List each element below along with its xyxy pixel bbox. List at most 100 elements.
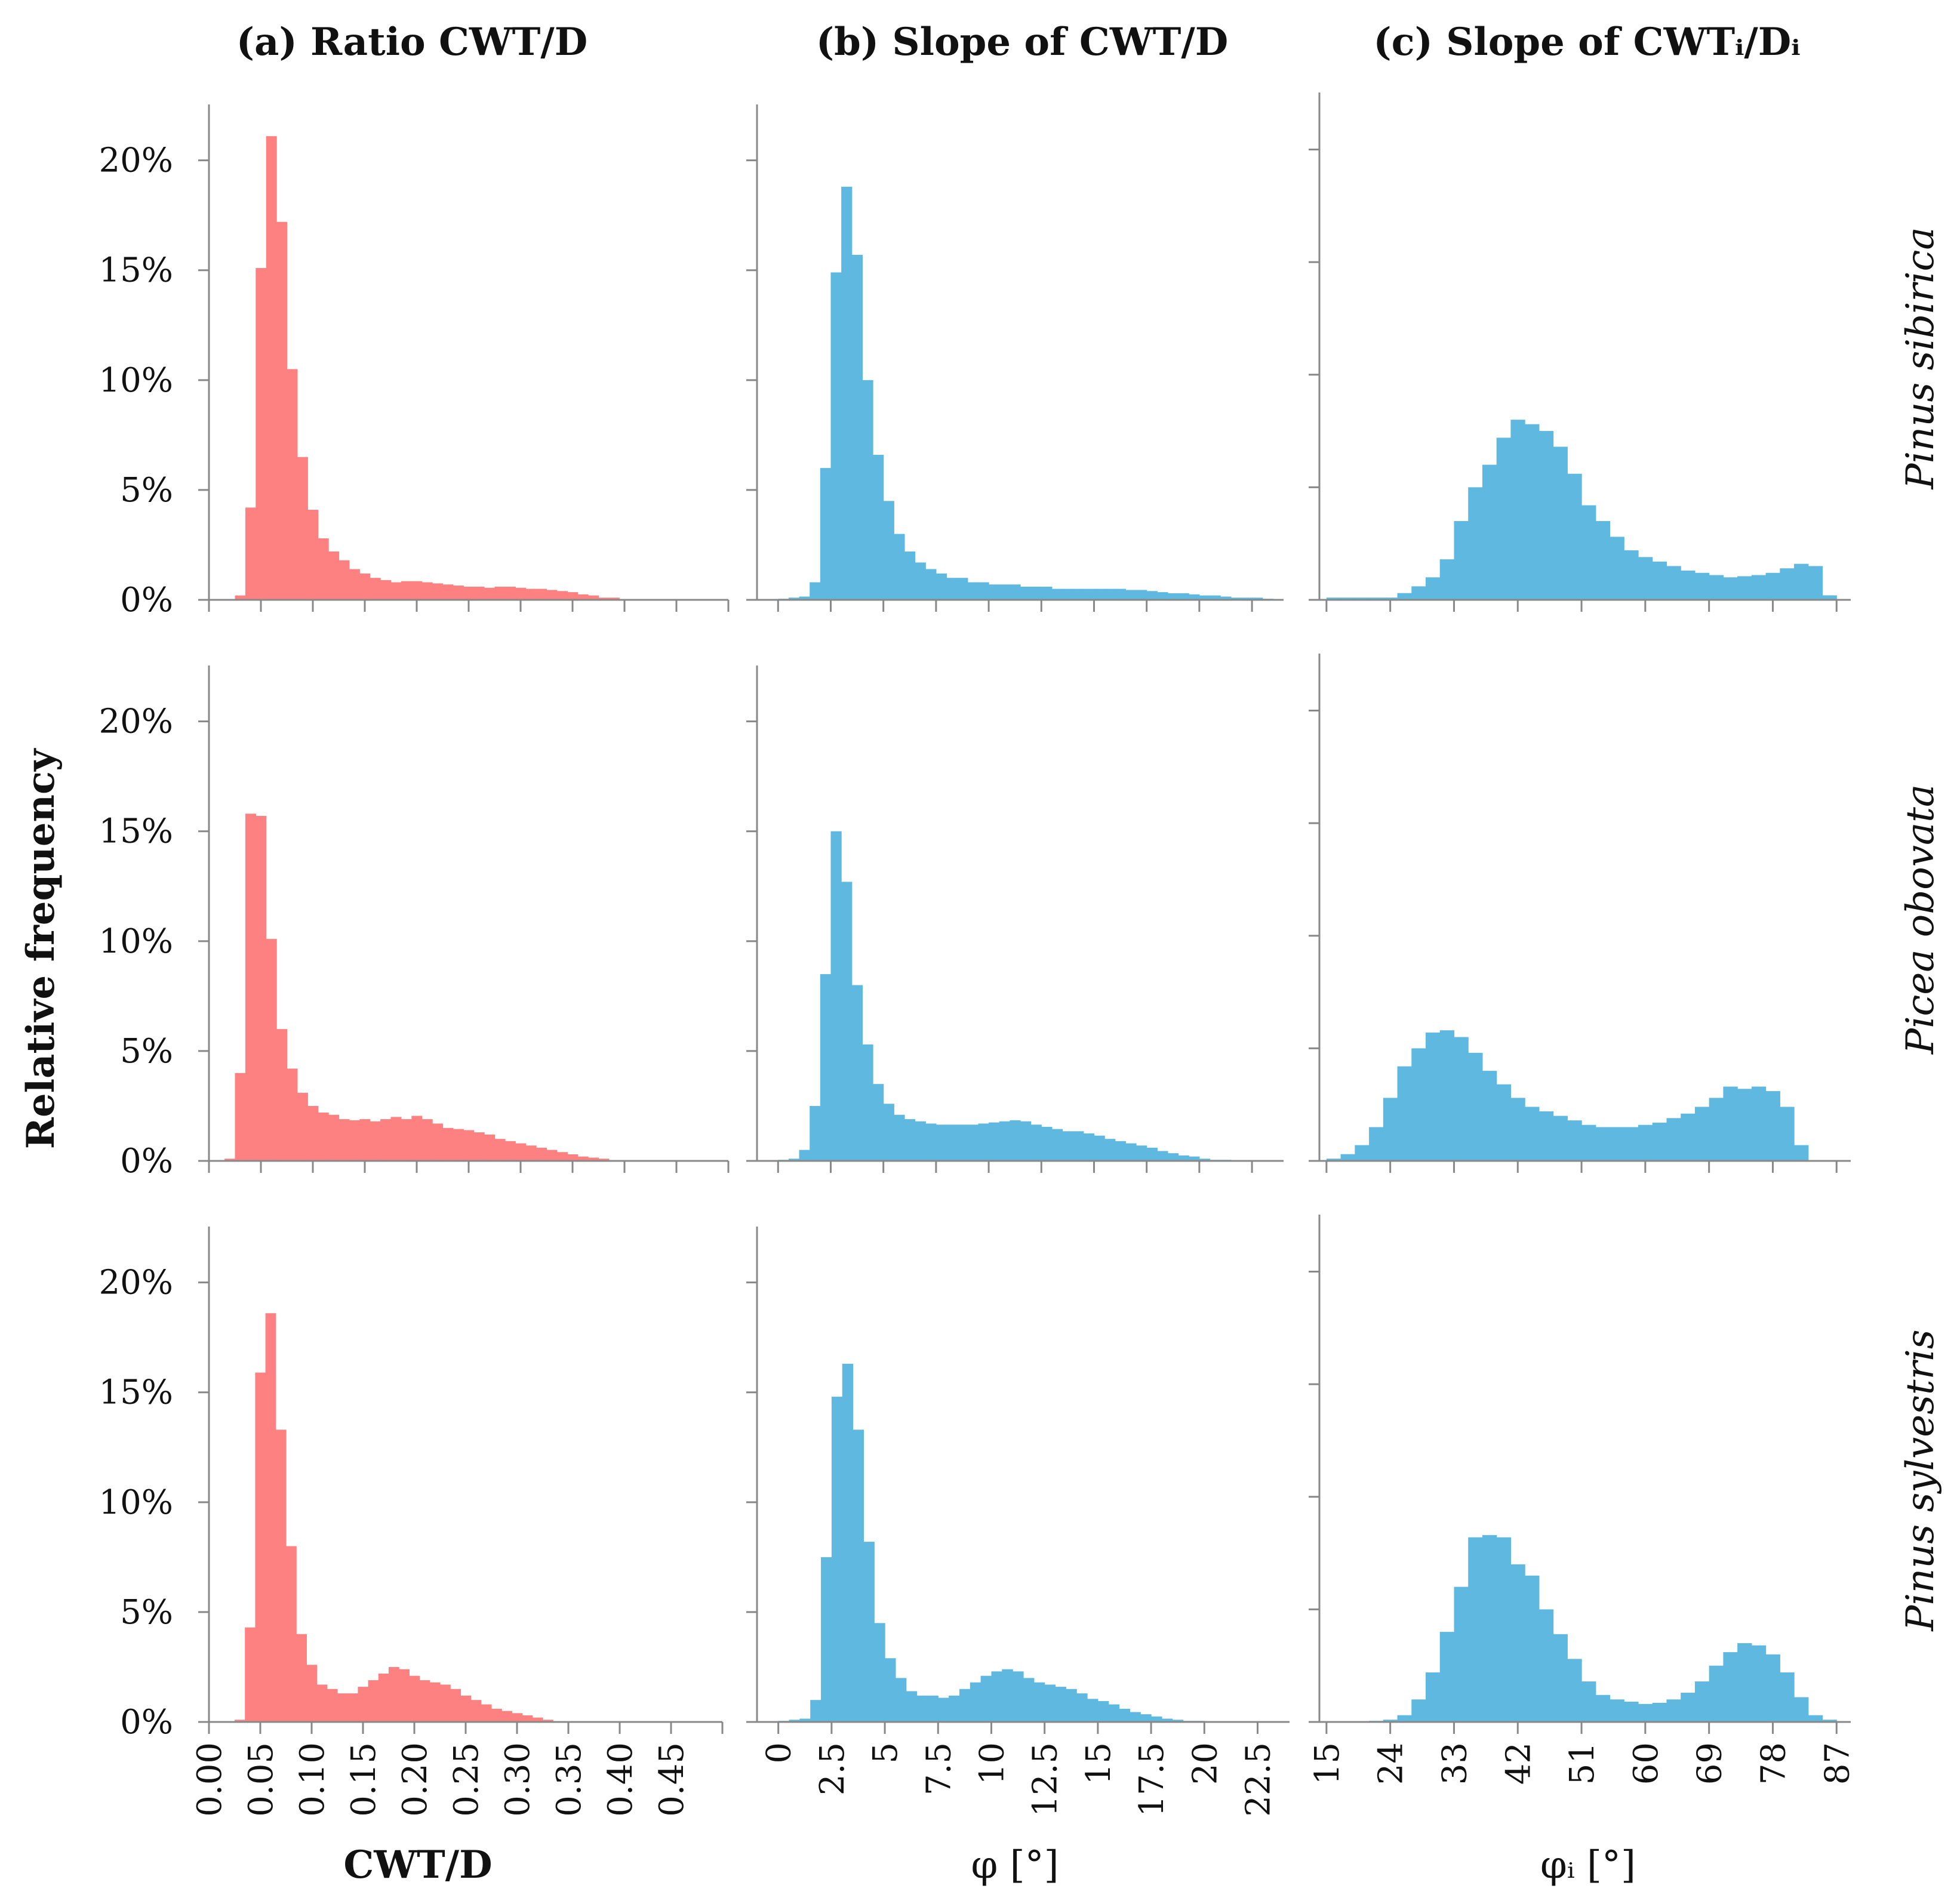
- histogram-bar: [235, 1720, 245, 1722]
- histogram-bar: [1252, 597, 1263, 600]
- histogram-bar: [1161, 1718, 1173, 1722]
- histogram-bar: [1397, 1066, 1412, 1161]
- histogram-bar: [370, 1121, 381, 1161]
- histogram-bar: [1610, 1699, 1624, 1722]
- histogram-bar: [830, 831, 842, 1161]
- histogram-bar: [936, 573, 947, 600]
- x-tick-label: 0.00: [190, 1742, 229, 1817]
- histogram-bar: [967, 582, 979, 600]
- histogram-bar: [515, 1143, 527, 1161]
- histogram-bar: [853, 1429, 864, 1722]
- histogram-bar: [885, 1658, 896, 1722]
- histogram-bar: [1383, 597, 1398, 600]
- histogram-bar: [1073, 589, 1084, 600]
- histogram-bar: [1439, 559, 1455, 600]
- histogram-bar: [390, 582, 402, 600]
- histogram-bar: [318, 1113, 329, 1161]
- histogram-bar: [862, 1044, 873, 1161]
- histogram-bar: [1125, 590, 1137, 600]
- histogram-bar: [286, 1546, 297, 1722]
- histogram-bar: [989, 1122, 1000, 1161]
- histogram-bar: [390, 1117, 402, 1161]
- y-tick-label: 20%: [99, 1264, 173, 1302]
- histogram-bar: [339, 560, 350, 600]
- histogram-bar: [577, 1156, 589, 1161]
- histogram-bar: [1178, 593, 1189, 600]
- histogram-bar: [1051, 1129, 1063, 1161]
- histogram-bar: [1210, 595, 1221, 600]
- histogram-bar: [1189, 594, 1200, 600]
- histogram-bar: [1172, 1720, 1184, 1722]
- histogram-bar: [512, 1713, 523, 1722]
- histogram-bar: [1567, 473, 1582, 600]
- histogram-bar: [1151, 1716, 1162, 1722]
- histogram-bar: [1595, 1127, 1611, 1161]
- histogram-panel-a-pinus-sylvestris: 0% 5% 10% 15% 20% 0.00 0.05 0.10 0.15 0.20 0.25 0.3…: [99, 1227, 724, 1817]
- histogram-bar: [328, 552, 340, 600]
- histogram-bar: [1030, 586, 1042, 600]
- histogram-bar: [473, 1132, 485, 1161]
- histogram-bar: [409, 1675, 420, 1722]
- histogram-bar: [883, 1104, 894, 1161]
- histogram-bar: [1538, 431, 1554, 600]
- histogram-bar: [1567, 1659, 1582, 1722]
- histogram-bar: [543, 1720, 553, 1722]
- histogram-bar: [1652, 561, 1667, 600]
- row-label-pinus-sibirica: Pinus sibirica: [1898, 227, 1943, 490]
- histogram-bar: [1411, 586, 1426, 600]
- histogram-bar: [1638, 1703, 1653, 1722]
- histogram-bar: [1199, 595, 1211, 600]
- column-title-a: (a) Ratio CWT/D: [236, 20, 588, 64]
- histogram-bar: [1581, 1124, 1596, 1161]
- histogram-bar: [401, 1119, 412, 1161]
- histogram-bar: [307, 1105, 319, 1161]
- histogram-bar: [1041, 1126, 1053, 1161]
- histogram-bar: [1482, 464, 1497, 600]
- histogram-bar: [1326, 1159, 1341, 1161]
- histogram-bar: [1108, 1704, 1120, 1722]
- histogram-bar: [1083, 589, 1095, 600]
- histogram-bar: [1369, 597, 1384, 600]
- histogram-bar: [546, 590, 558, 600]
- histogram-bar: [1136, 590, 1147, 600]
- histogram-panel-a-picea-obovata: 0% 5% 10% 15% 20%: [99, 666, 730, 1181]
- x-axis-label-b: φ [°]: [971, 1843, 1058, 1887]
- histogram-bar: [504, 1141, 516, 1161]
- histogram-bar: [1044, 1684, 1056, 1722]
- histogram-bar: [608, 597, 620, 600]
- histogram-bar: [1709, 1665, 1724, 1722]
- histogram-bar: [432, 583, 444, 600]
- histogram-bar: [1146, 591, 1158, 600]
- histogram-bar: [1652, 1122, 1667, 1161]
- histogram-bar: [359, 1119, 371, 1161]
- histogram-bar: [1454, 1037, 1469, 1161]
- x-tick-label: 51: [1563, 1742, 1602, 1785]
- histogram-bar: [925, 569, 937, 600]
- histogram-bar: [946, 578, 958, 600]
- histogram-bar: [980, 1675, 992, 1722]
- histogram-bar: [494, 1139, 506, 1161]
- x-tick-label: 42: [1499, 1742, 1538, 1785]
- histogram-bar: [789, 1720, 800, 1722]
- histogram-bar: [598, 597, 610, 600]
- histogram-bar: [873, 1084, 884, 1161]
- histogram-bar: [328, 1114, 340, 1161]
- histogram-bar: [556, 591, 568, 600]
- x-tick-label: 33: [1436, 1742, 1475, 1785]
- histogram-bar: [1130, 1712, 1141, 1722]
- histogram-bar: [1638, 1124, 1653, 1161]
- histogram-bar: [532, 1717, 543, 1722]
- histogram-bar: [810, 582, 821, 600]
- histogram-bar: [588, 595, 599, 600]
- histogram-bar: [473, 586, 485, 600]
- histogram-bar: [1496, 1537, 1511, 1722]
- histogram-bar: [1794, 1697, 1809, 1722]
- x-tick-label: 0: [760, 1742, 799, 1764]
- histogram-bar: [411, 1116, 423, 1161]
- y-axis-label: Relative frequency: [19, 748, 63, 1149]
- histogram-bar: [1397, 593, 1412, 600]
- y-tick-label: 0%: [120, 1703, 173, 1742]
- histogram-bar: [1055, 1687, 1066, 1722]
- histogram-bar: [1157, 592, 1168, 600]
- histogram-bar: [1468, 1537, 1483, 1722]
